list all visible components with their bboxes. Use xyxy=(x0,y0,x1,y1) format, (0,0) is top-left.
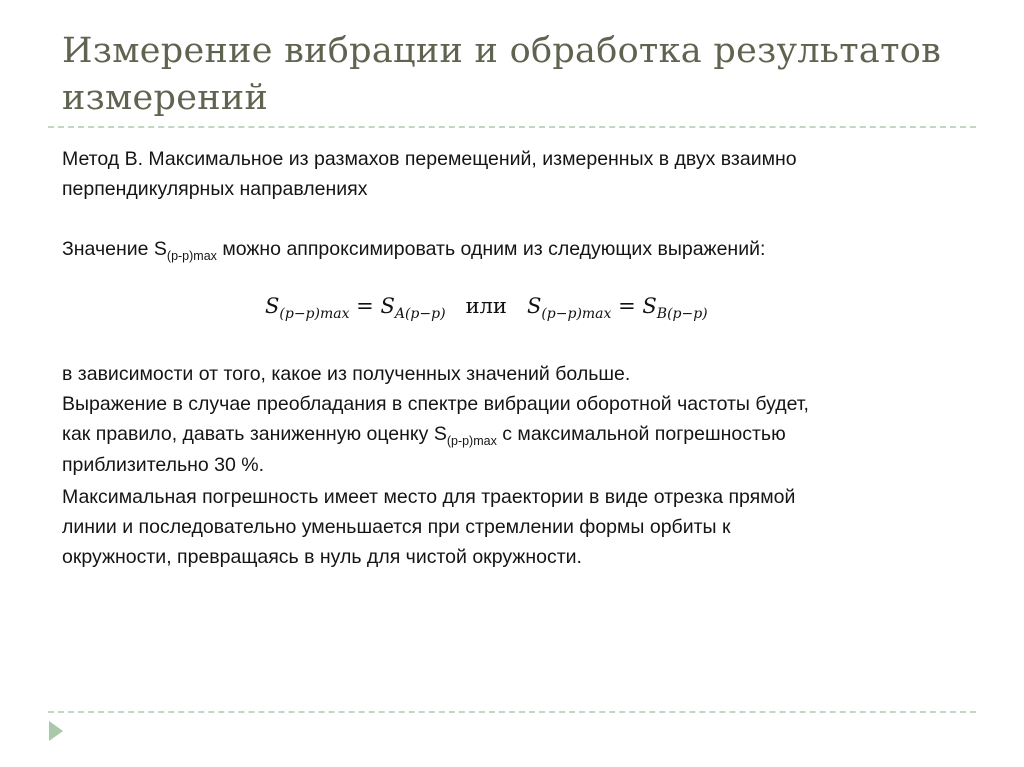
formula-subscript: B(p−p) xyxy=(656,306,708,322)
body-line: Выражение в случае преобладания в спектр… xyxy=(62,393,809,415)
formula-equals: = xyxy=(349,294,381,318)
slide-title: Измерение вибрации и обработка результат… xyxy=(62,31,942,118)
formula-subscript: A(p−p) xyxy=(394,306,446,322)
approx-prefix: Значение S xyxy=(62,238,167,260)
estimate-line: как правило, давать заниженную оценку S(… xyxy=(62,422,786,448)
estimate-subscript: (p-p)max xyxy=(446,434,497,448)
estimate-suffix: с максимальной погрешностью xyxy=(496,423,786,445)
footer-divider xyxy=(48,711,976,713)
title-divider xyxy=(48,126,976,128)
triangle-bullet-icon xyxy=(49,721,63,741)
formula-equals: = xyxy=(611,294,643,318)
formula-symbol: S xyxy=(642,294,657,318)
estimate-prefix: как правило, давать заниженную оценку S xyxy=(62,423,447,445)
approx-text: Значение S(p-p)max можно аппроксимироват… xyxy=(62,237,766,263)
body-line: Максимальная погрешность имеет место для… xyxy=(62,486,796,508)
body-line: линии и последовательно уменьшается при … xyxy=(62,516,731,538)
method-text-line-2: перпендикулярных направлениях xyxy=(62,178,368,200)
formula: S(p−p)max = SA(p−p) или S(p−p)max = SB(p… xyxy=(265,294,708,322)
formula-symbol: S xyxy=(380,294,395,318)
formula-subscript: (p−p)max xyxy=(541,306,612,322)
approx-subscript: (p-p)max xyxy=(166,249,217,263)
formula-or: или xyxy=(445,294,527,318)
formula-symbol: S xyxy=(265,294,280,318)
formula-symbol: S xyxy=(526,294,542,318)
method-text-line-1: Метод B. Максимальное из размахов переме… xyxy=(62,148,797,170)
body-line: окружности, превращаясь в нуль для чисто… xyxy=(62,546,582,568)
body-line: в зависимости от того, какое из полученн… xyxy=(62,363,631,385)
approx-suffix: можно аппроксимировать одним из следующи… xyxy=(216,238,766,260)
body-line: приблизительно 30 %. xyxy=(62,454,265,476)
formula-subscript: (p−p)max xyxy=(279,306,350,322)
